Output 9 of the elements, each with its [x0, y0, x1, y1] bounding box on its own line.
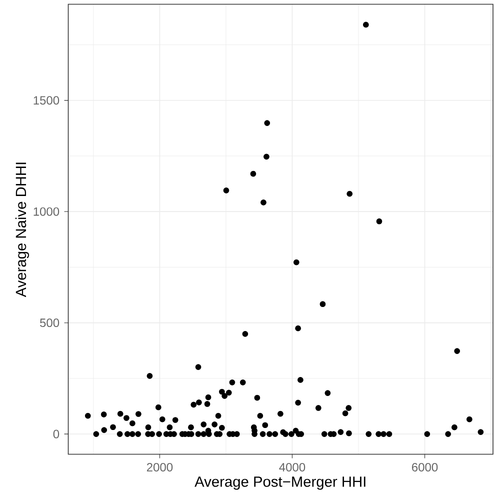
y-tick-label: 0 [53, 430, 60, 438]
y-tick-label: 500 [40, 318, 60, 328]
x-tick-label: 2000 [146, 462, 173, 472]
y-tick-label: 1000 [34, 207, 60, 216]
x-axis-title: Average Post−Merger HHI [194, 476, 366, 490]
y-axis-title: Average Naive DHHI [15, 162, 30, 298]
x-tick-label: 4000 [279, 462, 306, 472]
x-tick-label: 6000 [412, 462, 438, 472]
y-tick-label: 1500 [34, 96, 60, 105]
